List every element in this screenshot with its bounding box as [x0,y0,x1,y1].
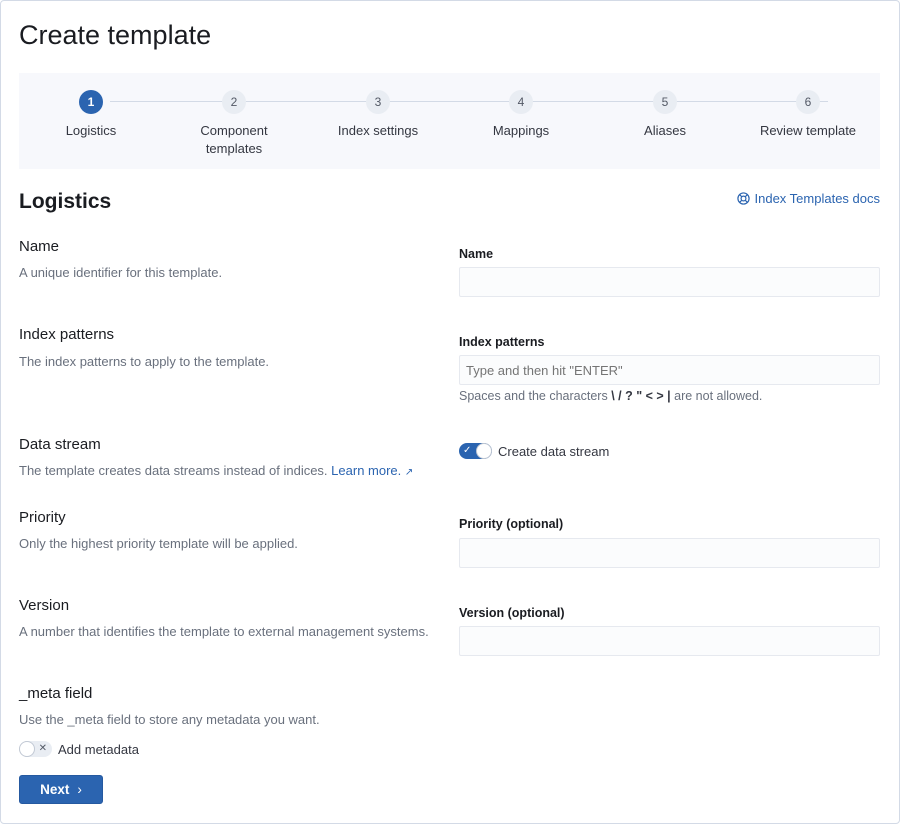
check-icon: ✓ [463,445,472,456]
index-patterns-title: Index patterns [19,326,115,343]
step-label: Aliases [644,123,686,138]
version-label: Version (optional) [459,606,565,620]
create-data-stream-switch[interactable]: ✓ Create data stream [459,443,609,459]
help-suffix: are not allowed. [674,389,763,403]
step-number: 6 [796,90,820,114]
add-metadata-label: Add metadata [58,741,139,757]
priority-description: Only the highest priority template will … [19,536,298,551]
step-label: Mappings [492,123,550,138]
step-label: Index settings [337,123,419,138]
lifebuoy-icon [736,192,750,205]
create-data-stream-label: Create data stream [498,443,610,459]
step-number: 2 [222,90,246,114]
priority-title: Priority [19,509,66,526]
step-number: 1 [79,90,103,114]
name-title: Name [19,238,60,255]
meta-description: Use the _meta field to store any metadat… [19,712,320,727]
help-chars: \ / ? " < > | [611,389,671,403]
data-stream-title: Data stream [19,436,101,453]
index-patterns-label: Index patterns [459,335,545,349]
step-logistics[interactable]: 1 Logistics [19,90,163,140]
learn-more-link[interactable]: Learn more. [331,463,402,478]
step-number: 3 [366,90,390,114]
step-number: 4 [509,90,533,114]
index-templates-docs-link[interactable]: Index Templates docs [736,191,881,206]
step-number: 5 [653,90,677,114]
external-link-icon: ↗ [404,467,414,478]
step-label: Component templates [200,123,268,156]
name-label: Name [459,247,494,261]
version-input[interactable] [459,626,880,656]
help-prefix: Spaces and the characters [459,389,608,403]
docs-link-label: Index Templates docs [754,191,881,206]
data-stream-description-text: The template creates data streams instea… [19,463,328,478]
priority-input[interactable] [459,538,880,568]
step-label: Logistics [65,123,117,138]
index-patterns-help: Spaces and the characters \ / ? " < > | … [459,389,762,403]
section-title: Logistics [19,190,112,213]
next-label: Next [40,782,70,797]
cross-icon: ✕ [38,743,47,754]
stepper-line [110,101,828,102]
step-mappings[interactable]: 4 Mappings [449,90,593,140]
version-title: Version [19,597,70,614]
index-patterns-input[interactable] [459,355,880,385]
version-description: A number that identifies the template to… [19,624,429,639]
step-aliases[interactable]: 5 Aliases [593,90,737,140]
step-component-templates[interactable]: 2 Component templates [162,90,306,158]
stepper: 1 Logistics 2 Component templates 3 Index s… [19,73,880,169]
chevron-right-icon: › [77,782,82,797]
name-description: A unique identifier for this template. [19,265,223,280]
add-metadata-switch[interactable]: ✕ Add metadata [19,741,139,757]
priority-label: Priority (optional) [459,517,564,531]
toggle-off[interactable]: ✕ [19,741,52,757]
toggle-knob [476,443,492,459]
meta-title: _meta field [19,685,93,702]
step-review-template[interactable]: 6 Review template [736,90,880,140]
toggle-on[interactable]: ✓ [459,443,492,459]
step-label: Review template [759,123,857,138]
next-button[interactable]: Next › [19,775,103,804]
step-index-settings[interactable]: 3 Index settings [306,90,450,140]
name-input[interactable] [459,267,880,297]
page-title: Create template [19,20,212,50]
index-patterns-description: The index patterns to apply to the templ… [19,354,270,369]
toggle-knob [19,741,35,757]
data-stream-description: The template creates data streams instea… [19,463,413,478]
